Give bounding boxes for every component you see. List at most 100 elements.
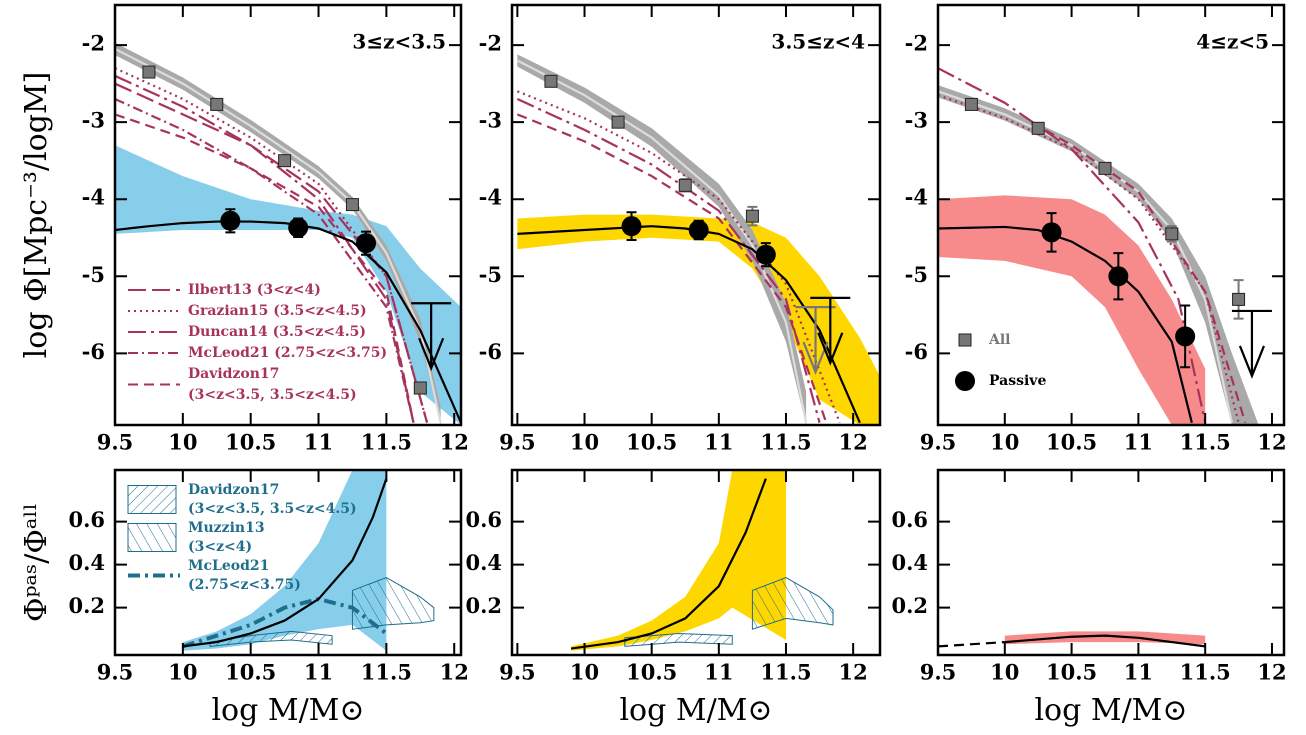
y-tick-label: -6 <box>82 339 105 364</box>
y-tick-label: -5 <box>479 262 502 287</box>
x-tick-label: 11.5 <box>361 430 412 455</box>
y-tick-label: 0.4 <box>891 550 928 575</box>
x-tick-label: 10 <box>990 430 1019 455</box>
curve <box>516 90 841 424</box>
curve <box>938 67 1207 423</box>
plot-area <box>516 54 880 425</box>
point <box>755 244 776 265</box>
band <box>115 145 461 425</box>
legend-note: (3<z<3.5, 3.5<z<4.5) <box>188 501 357 517</box>
curve <box>182 478 388 648</box>
x-tick-label: 10.5 <box>626 430 677 455</box>
hatch-region <box>209 630 333 647</box>
x-tick-label: 11.5 <box>1180 660 1231 685</box>
y-tick-label: -2 <box>905 31 928 56</box>
x-tick-label: 11 <box>704 660 733 685</box>
point <box>1175 326 1196 347</box>
curve <box>1004 634 1206 648</box>
x-tick-label: 10.5 <box>225 660 276 685</box>
x-axis-label: log M/M⊙ <box>1034 693 1187 728</box>
x-tick-label: 10 <box>168 430 197 455</box>
panel-label: 4≤z<5 <box>1196 30 1269 54</box>
frame <box>936 468 1286 657</box>
legend-label: McLeod21 <box>188 558 269 574</box>
y-axis-label: log Φ[Mpc⁻³/logM] <box>19 72 54 359</box>
y-tick-label: -5 <box>82 262 105 287</box>
panel-label: 3.5≤z<4 <box>771 30 865 54</box>
band <box>182 470 387 651</box>
legend-label: McLeod21 (2.75<z<3.75) <box>188 345 387 361</box>
point <box>1165 227 1179 241</box>
point <box>678 178 692 192</box>
x-tick-label: 9.5 <box>97 430 134 455</box>
y-tick-label: 0.4 <box>465 550 502 575</box>
y-tick-label: 0.2 <box>465 593 502 618</box>
curve <box>182 597 388 649</box>
point <box>688 220 709 241</box>
curve <box>938 225 1193 423</box>
curve <box>115 82 429 423</box>
point <box>210 97 224 111</box>
curve <box>115 98 415 423</box>
x-tick-label: 11 <box>304 660 333 685</box>
y-tick-label: 0.6 <box>465 507 502 532</box>
legend-label: Duncan14 (3.5<z<4.5) <box>188 324 366 340</box>
legend-marker <box>958 333 972 347</box>
x-tick-label: 10.5 <box>225 430 276 455</box>
x-tick-label: 12 <box>839 430 868 455</box>
point <box>278 154 292 168</box>
x-tick-label: 11 <box>704 430 733 455</box>
band <box>938 195 1206 425</box>
point <box>964 97 978 111</box>
point <box>611 115 625 129</box>
upper-limit <box>1231 309 1272 379</box>
curve <box>516 113 828 424</box>
frame <box>113 3 463 427</box>
y-tick-label: -2 <box>82 31 105 56</box>
x-tick-label: 11.5 <box>361 660 412 685</box>
x-tick-label: 11 <box>1124 430 1153 455</box>
upper-limit <box>810 296 851 366</box>
point <box>142 65 156 79</box>
x-tick-label: 10 <box>168 660 197 685</box>
y-tick-label: -3 <box>905 108 928 133</box>
point <box>1041 222 1062 243</box>
point <box>413 381 427 395</box>
curve <box>115 220 461 424</box>
panel-label: 3≤z<3.5 <box>352 30 446 54</box>
frame <box>510 468 882 657</box>
x-tick-label: 9.5 <box>499 660 536 685</box>
hatch-region <box>351 577 435 630</box>
hatch-region <box>751 577 834 630</box>
point <box>1232 292 1246 306</box>
y-tick-label: -6 <box>479 339 502 364</box>
plot-area <box>938 631 1206 648</box>
point <box>544 74 558 88</box>
point <box>345 198 359 212</box>
legend-swatch <box>127 523 177 552</box>
x-tick-label: 12 <box>440 660 469 685</box>
legend-label: Passive <box>989 373 1046 389</box>
y-tick-label: 0.2 <box>891 593 928 618</box>
y-tick-label: 0.4 <box>68 550 105 575</box>
plot-area <box>570 470 834 651</box>
legend-label: Muzzin13 <box>188 520 265 536</box>
x-tick-label: 10.5 <box>626 660 677 685</box>
x-tick-label: 10 <box>570 430 599 455</box>
curve <box>115 74 415 423</box>
point <box>220 210 241 231</box>
x-axis-label: log M/M⊙ <box>211 693 364 728</box>
point <box>745 209 759 223</box>
y-axis-label: Φᵖᵃˢ/Φᵃˡˡ <box>19 503 54 622</box>
y-tick-label: 0.6 <box>891 507 928 532</box>
legend-label: Davidzon17 <box>188 366 279 382</box>
point <box>288 217 309 238</box>
x-tick-label: 12 <box>440 430 469 455</box>
x-tick-label: 12 <box>1257 660 1286 685</box>
point <box>1108 266 1129 287</box>
curve <box>570 478 767 650</box>
legend-swatch <box>127 485 177 514</box>
x-tick-label: 9.5 <box>499 430 536 455</box>
x-tick-label: 9.5 <box>97 660 134 685</box>
